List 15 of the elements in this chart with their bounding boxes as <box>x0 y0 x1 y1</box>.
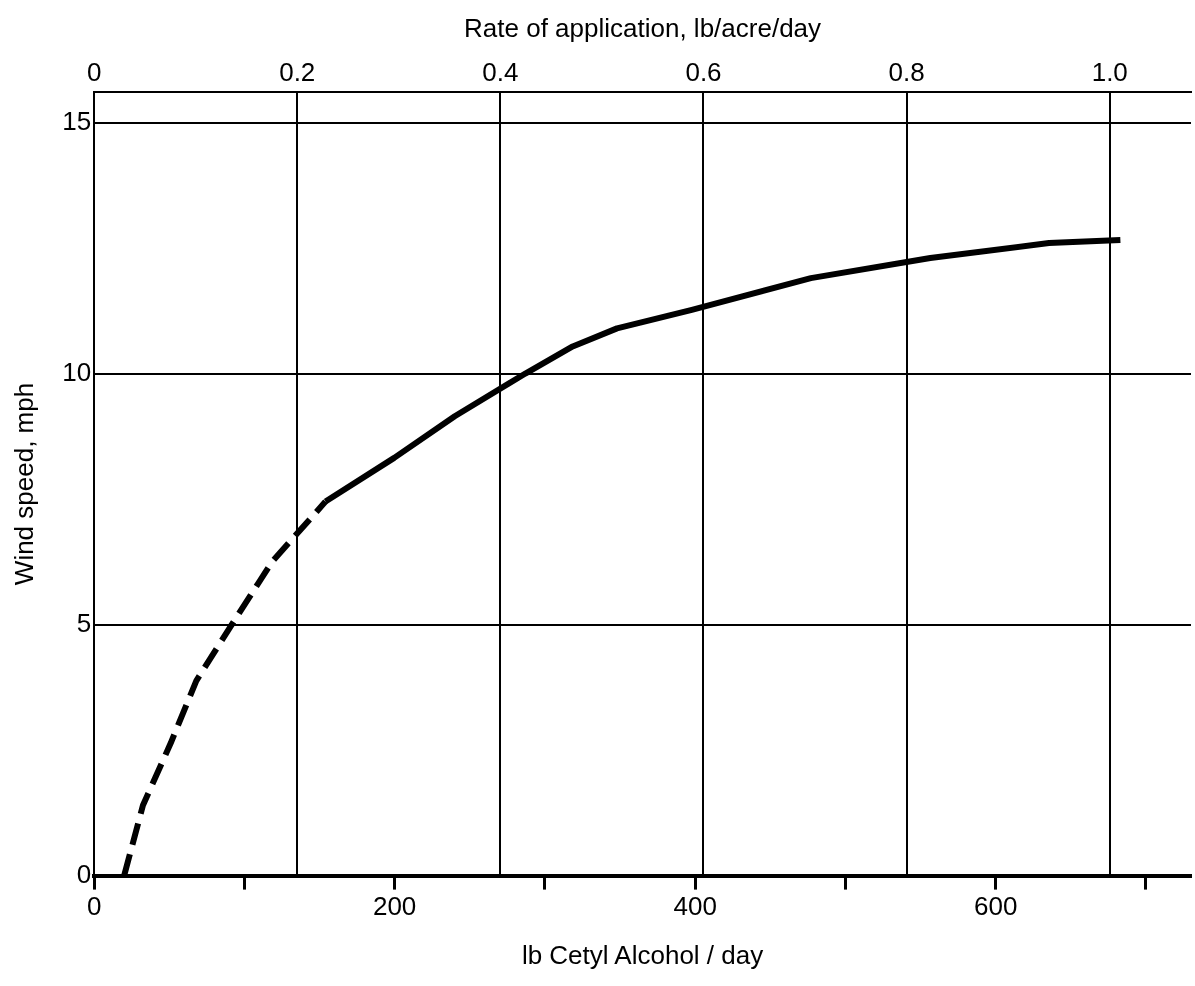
x2-tick-label: 0.2 <box>279 56 316 87</box>
x2-tick-label: 0.4 <box>482 56 519 87</box>
y-axis-title: Wind speed, mph <box>8 382 39 586</box>
x2-tick-label: 1.0 <box>1091 56 1128 87</box>
x2-axis-title: Rate of application, lb/acre/day <box>464 12 822 43</box>
y-tick-label: 15 <box>62 105 92 136</box>
x-tick-label: 200 <box>372 891 417 922</box>
x2-tick-label: 0.6 <box>685 56 722 87</box>
y-tick-label: 0 <box>76 858 92 889</box>
x-tick-label: 400 <box>673 891 717 922</box>
x-axis-title: lb Cetyl Alcohol / day <box>521 939 764 970</box>
y-tick-label: 10 <box>62 356 92 387</box>
x-tick-label: 600 <box>973 891 1018 922</box>
x2-tick-label: 0.8 <box>888 56 925 87</box>
y-tick-label: 5 <box>76 607 92 638</box>
